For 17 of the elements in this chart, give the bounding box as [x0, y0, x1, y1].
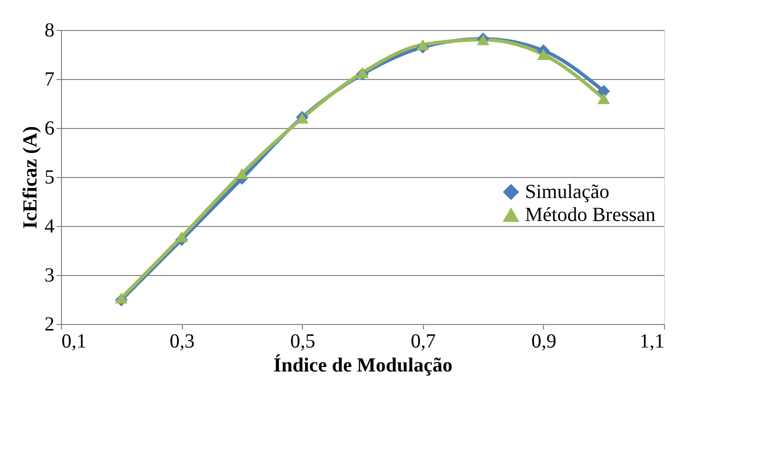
y-axis-title: IcEficaz (A) — [20, 126, 42, 229]
x-tick-label: 0,5 — [290, 330, 316, 352]
x-tick-label: 0,9 — [531, 330, 556, 352]
y-tick-label: 5 — [44, 166, 54, 188]
x-tick-label: 0,3 — [170, 330, 195, 352]
x-tick-label: 1,1 — [640, 330, 664, 352]
legend-label: Método Bressan — [525, 204, 656, 226]
legend-label: Simulação — [525, 181, 610, 203]
y-tick-label: 6 — [44, 118, 54, 140]
y-tick-label: 7 — [44, 68, 54, 90]
x-tick-label: 0,1 — [62, 330, 86, 352]
x-axis-title: Índice de Modulação — [274, 354, 452, 376]
y-tick-label: 3 — [44, 264, 54, 286]
y-tick-label: 8 — [44, 20, 54, 42]
y-tick-label: 4 — [44, 216, 54, 238]
x-tick-label: 0,7 — [410, 330, 436, 352]
y-tick-label: 2 — [44, 314, 54, 336]
